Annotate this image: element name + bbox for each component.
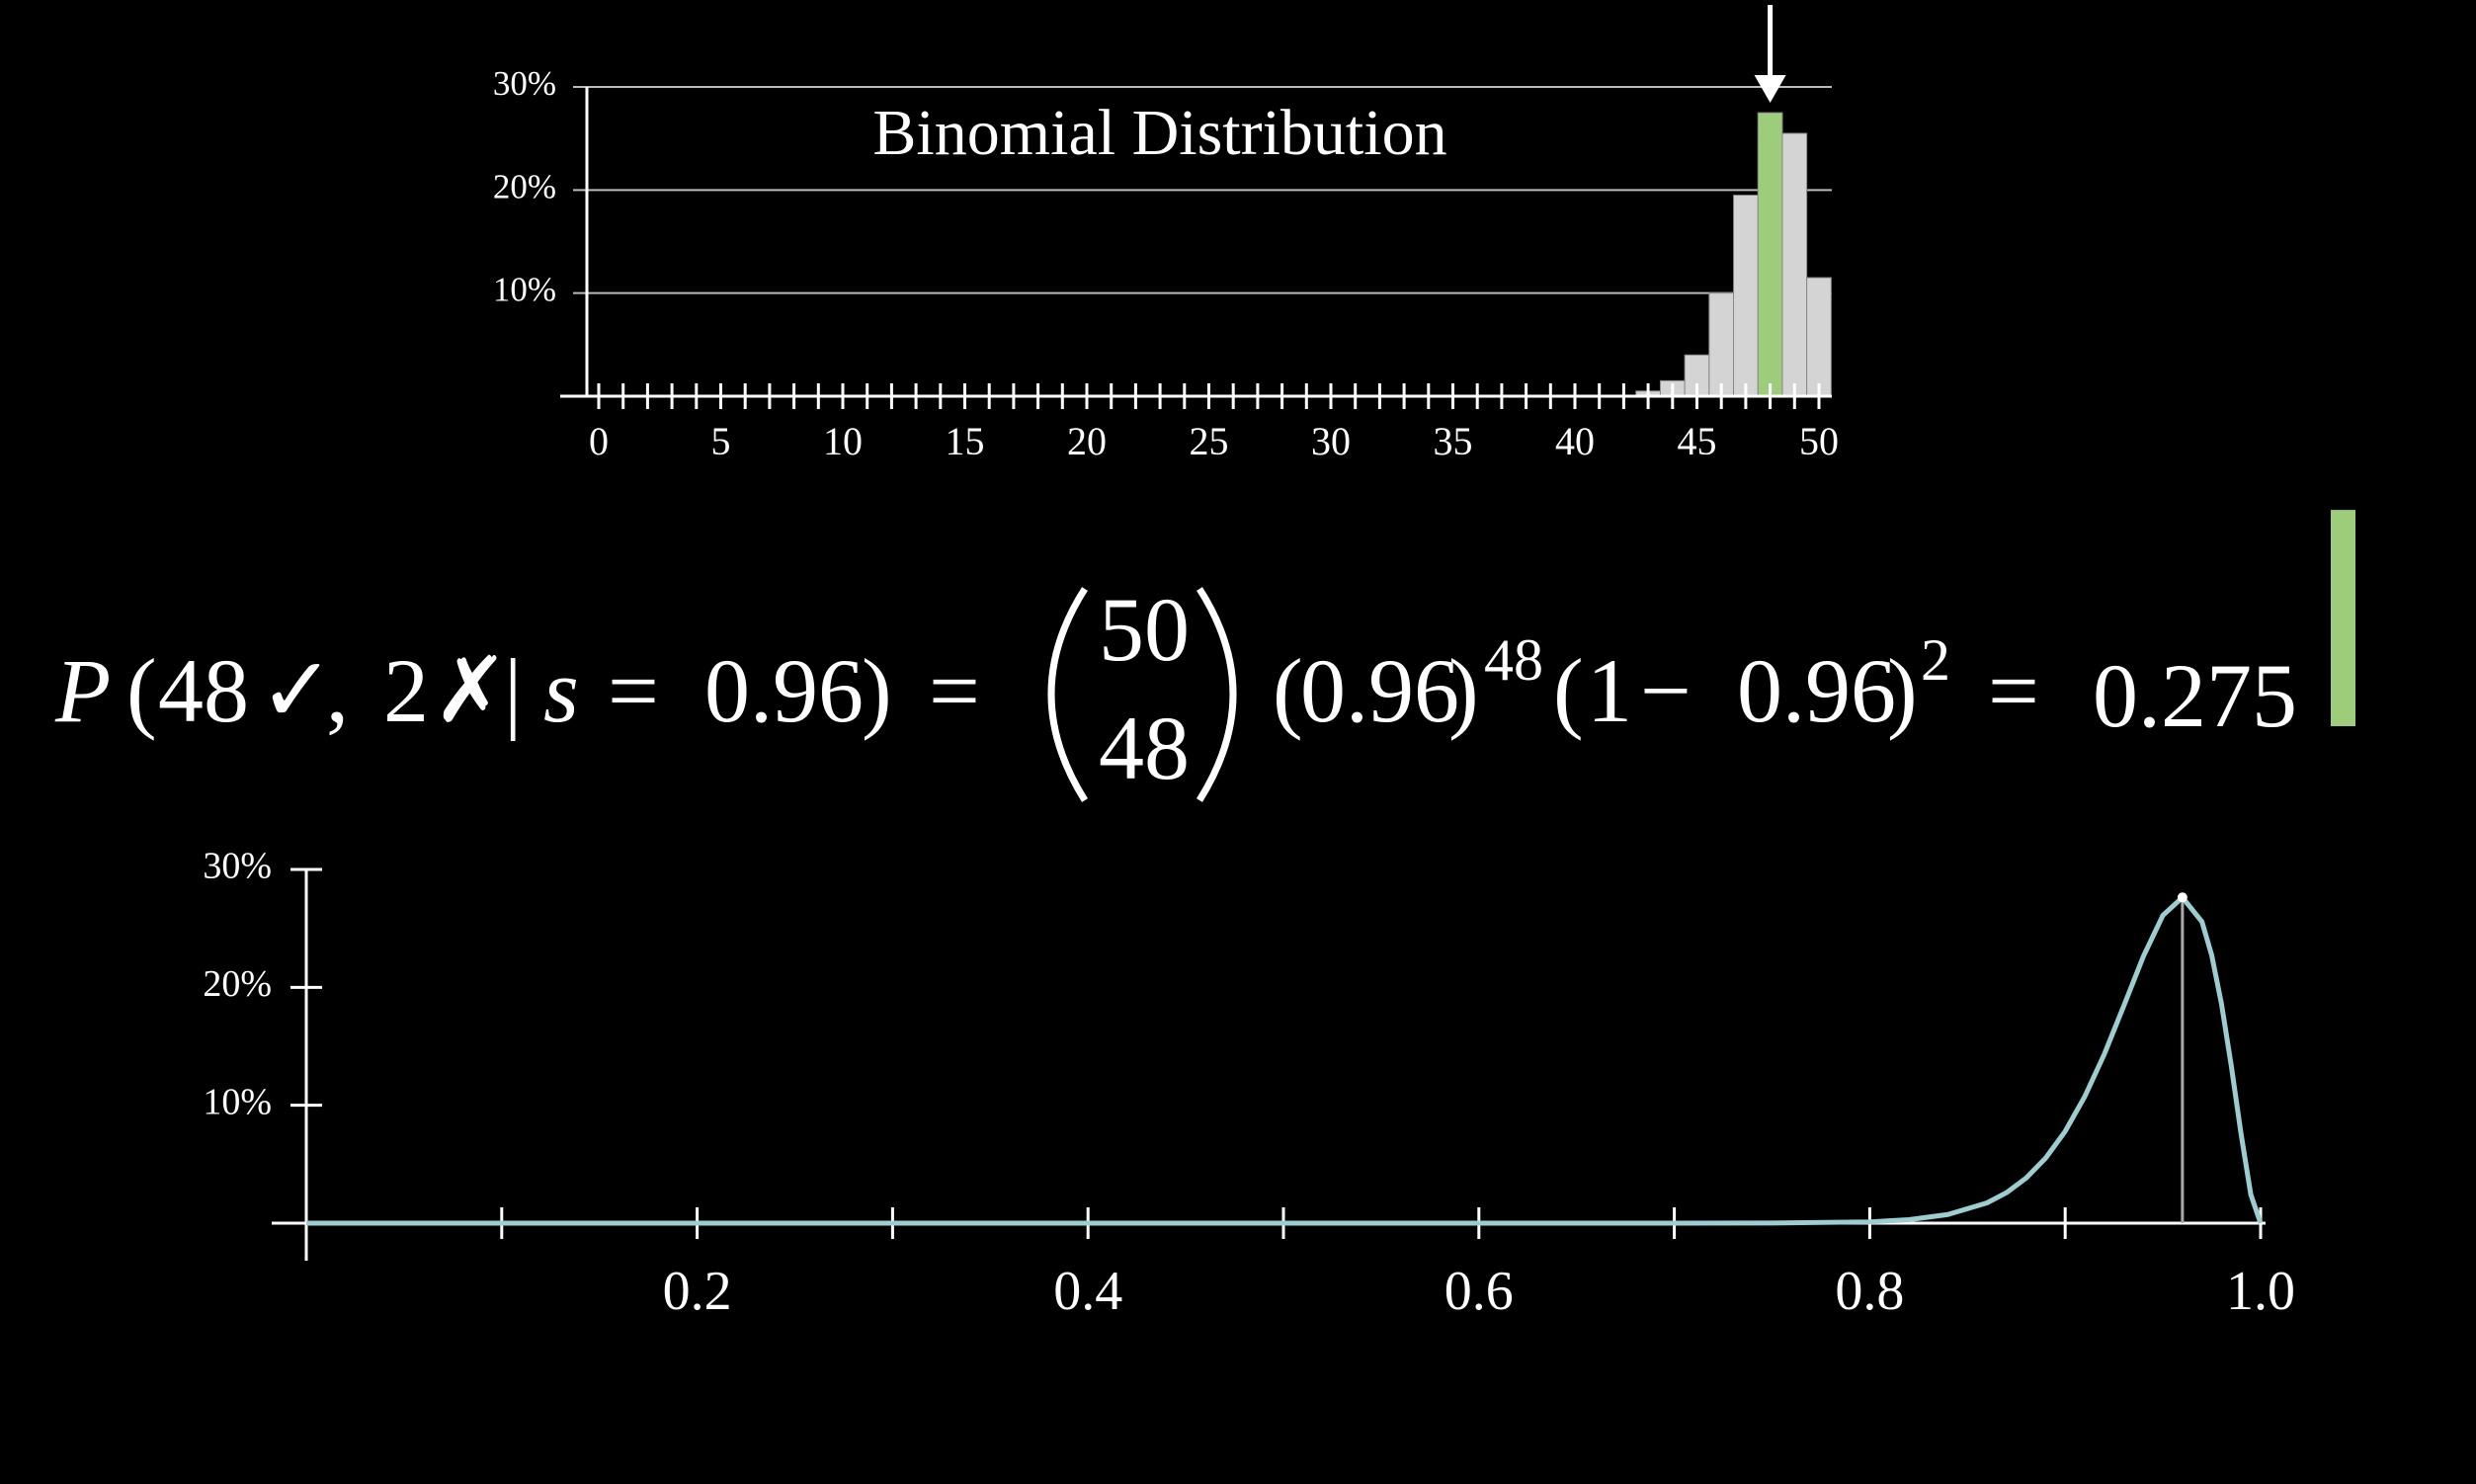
x-tick-label: 30	[1311, 419, 1351, 463]
eq-cross: ✗	[433, 640, 509, 741]
x-tick-label: 1.0	[2226, 1261, 2295, 1322]
eq-variable: s	[543, 640, 579, 741]
x-tick-label: 25	[1190, 419, 1229, 463]
x-tick-label: 0.6	[1444, 1261, 1514, 1322]
eq-exponent: 48	[1484, 627, 1543, 693]
eq-base2: 0.96	[1737, 640, 1896, 741]
eq-minus: −	[1640, 640, 1692, 741]
x-tick-label: 50	[1799, 419, 1839, 463]
eq-n: 50	[1099, 579, 1190, 680]
eq-paren: (	[1273, 640, 1303, 741]
y-tick-label: 30%	[203, 846, 272, 887]
y-tick-label: 20%	[493, 167, 556, 206]
eq-base: 0.96	[1300, 640, 1459, 741]
eq-exponent2: 2	[1921, 627, 1950, 693]
eq-given: |	[504, 640, 522, 741]
eq-paren: )	[1887, 640, 1918, 741]
x-tick-label: 45	[1678, 419, 1717, 463]
y-tick-label: 30%	[493, 64, 556, 103]
eq-paren: (	[126, 640, 157, 741]
bar	[1708, 292, 1735, 397]
bar	[1757, 112, 1783, 397]
bar	[1806, 277, 1832, 397]
curve	[306, 894, 2264, 1226]
bar	[1781, 132, 1808, 397]
x-tick-label: 10	[823, 419, 863, 463]
binom-right-paren	[1197, 587, 1237, 802]
bar	[1733, 195, 1759, 397]
x-tick-label: 0.8	[1835, 1261, 1904, 1322]
binom-left-paren	[1047, 587, 1088, 802]
eq-equals: =	[1988, 640, 2039, 741]
arrow-head	[1754, 75, 1786, 103]
x-tick-label: 0.4	[1053, 1261, 1122, 1322]
eq-s-value: 0.96	[704, 640, 864, 741]
x-tick-label: 35	[1434, 419, 1473, 463]
eq-paren: )	[862, 640, 892, 741]
y-tick-label: 20%	[203, 963, 272, 1005]
eq-comma: ,	[326, 640, 349, 741]
x-tick-label: 15	[946, 419, 985, 463]
eq-equals: =	[608, 640, 659, 741]
x-tick-label: 0	[589, 419, 609, 463]
eq-failures: 2	[383, 640, 429, 741]
eq-prob: P	[54, 640, 111, 741]
eq-successes: 48	[158, 640, 249, 741]
result-bar	[2331, 510, 2355, 726]
eq-paren: )	[1448, 640, 1479, 741]
y-tick-label: 10%	[493, 271, 556, 309]
x-tick-label: 20	[1067, 419, 1107, 463]
eq-paren: (	[1553, 640, 1584, 741]
eq-k: 48	[1099, 698, 1190, 798]
x-tick-label: 40	[1555, 419, 1595, 463]
eq-result: 0.275	[2093, 645, 2297, 746]
y-tick-label: 10%	[203, 1081, 272, 1122]
x-tick-label: 0.2	[663, 1261, 732, 1322]
eq-equals: =	[929, 640, 980, 741]
eq-check: ✓	[259, 640, 335, 741]
eq-one: 1	[1587, 640, 1632, 741]
equation: P ( 48 ✓ , 2 ✗ | s = 0.96 ) = 50 48 ( 0.…	[54, 579, 2297, 802]
x-tick-label: 5	[711, 419, 731, 463]
highlight-dot	[2177, 892, 2187, 903]
chart-title: Binomial Distribution	[872, 97, 1446, 169]
